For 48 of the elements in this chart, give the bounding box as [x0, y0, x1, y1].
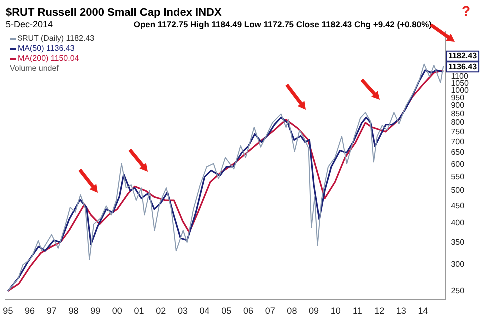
x-tick-label: 07: [265, 306, 276, 316]
y-tick-label: 500: [451, 186, 466, 196]
chart-subtitle: 5-Dec-2014: [6, 19, 54, 30]
y-tick-label: 300: [451, 260, 466, 270]
x-tick-label: 96: [25, 306, 36, 316]
annotation: 1182.43: [448, 52, 478, 61]
x-tick-label: 05: [222, 306, 232, 316]
y-tick-label: 400: [451, 218, 466, 228]
y-tick-label: 1100: [451, 72, 469, 82]
y-tick-label: 950: [451, 93, 466, 102]
annotation: Volume undef: [10, 64, 60, 74]
y-tick-label: 700: [451, 137, 466, 146]
y-tick-label: 850: [451, 109, 466, 118]
x-tick-label: 97: [46, 306, 57, 316]
y-tick-label: 350: [451, 238, 466, 247]
y-tick-label: 900: [451, 101, 466, 110]
x-tick-label: 02: [156, 306, 166, 316]
y-tick-label: 450: [451, 201, 466, 210]
text: Open 1172.75 High 1184.49 Low 1172.75 Close 1182.43 Chg +9.42 (+0.80%): [134, 19, 432, 30]
x-tick-label: 10: [330, 306, 341, 316]
x-tick-label: 01: [134, 306, 144, 316]
y-tick-label: 600: [451, 160, 466, 169]
x-tick-label: 08: [287, 306, 298, 316]
annotation: 1136.43: [448, 62, 478, 72]
x-tick-label: 04: [200, 306, 210, 316]
text: ?: [462, 2, 471, 19]
legend-label: MA(50) 1136.43: [18, 44, 76, 54]
y-tick-label: 550: [451, 172, 466, 182]
x-tick-label: 95: [3, 306, 14, 316]
x-tick-label: 98: [68, 306, 79, 316]
legend-label: MA(200) 1150.04: [18, 54, 80, 64]
legend-label: $RUT (Daily) 1182.43: [18, 34, 96, 44]
x-tick-label: 03: [178, 306, 188, 316]
y-tick-label: 1000: [451, 86, 470, 95]
x-tick-label: 00: [112, 306, 122, 316]
y-tick-label: 750: [451, 127, 466, 136]
x-tick-label: 11: [353, 306, 362, 316]
x-tick-label: 13: [396, 306, 406, 316]
y-tick-label: 1050: [451, 78, 470, 88]
y-tick-label: 650: [451, 148, 466, 158]
chart-title: $RUT Russell 2000 Small Cap Index INDX: [6, 7, 222, 20]
x-tick-label: 12: [374, 306, 385, 316]
x-tick-label: 09: [309, 306, 320, 316]
x-tick-label: 06: [243, 306, 254, 316]
y-tick-label: 250: [451, 286, 466, 296]
y-tick-label: 800: [451, 118, 466, 128]
x-tick-label: 99: [90, 306, 101, 316]
x-tick-label: 14: [418, 306, 428, 316]
